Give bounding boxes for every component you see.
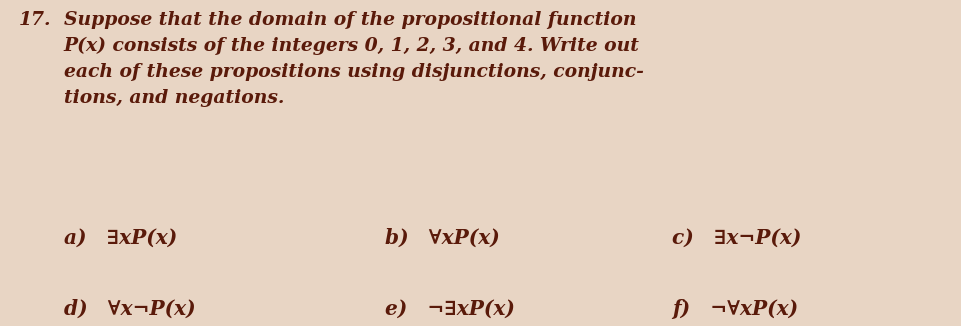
Text: Suppose that the domain of the propositional function
P(x) consists of the integ: Suppose that the domain of the propositi… [63,11,644,107]
Text: b) ∀xP(x): b) ∀xP(x) [384,228,500,248]
Text: e) ¬∃xP(x): e) ¬∃xP(x) [384,299,514,319]
Text: 17.: 17. [18,11,51,29]
Text: c) ∃x¬P(x): c) ∃x¬P(x) [672,228,801,248]
Text: f) ¬∀xP(x): f) ¬∀xP(x) [672,299,799,319]
Text: a) ∃xP(x): a) ∃xP(x) [63,228,177,248]
Text: d) ∀x¬P(x): d) ∀x¬P(x) [63,299,195,319]
